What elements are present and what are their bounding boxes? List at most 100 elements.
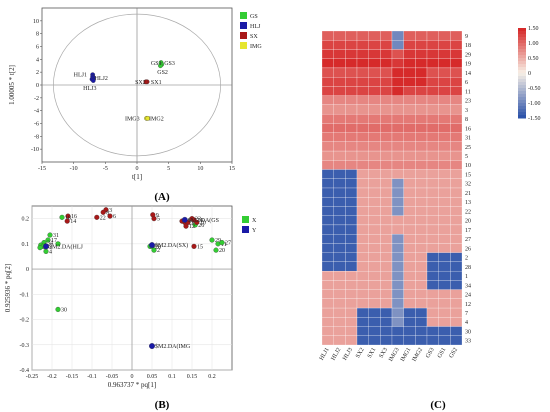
heatmap-cell — [333, 270, 346, 281]
heatmap-cell — [368, 224, 381, 235]
heatmap-cell — [391, 77, 404, 87]
heatmap-cell — [368, 58, 381, 69]
x-tick-label: 0 — [136, 166, 139, 172]
heatmap-cell — [438, 104, 451, 115]
legend-label: SX — [250, 34, 258, 40]
y-tick-label: 2 — [36, 70, 39, 76]
y-tick-label: 6 — [36, 45, 39, 51]
heatmap-cell — [368, 187, 381, 198]
heatmap-cell — [356, 160, 369, 170]
heatmap-cell — [403, 141, 416, 152]
heatmap-cell — [450, 261, 463, 272]
heatmap-cell — [321, 160, 334, 170]
panel-c-heatmap: 9182919146112338163125510153221132220172… — [319, 26, 541, 363]
heatmap-cell — [438, 252, 451, 263]
heatmap-cell — [391, 49, 404, 59]
heatmap-cell — [380, 280, 393, 290]
row-label: 34 — [465, 283, 471, 289]
heatmap-cell — [403, 113, 416, 124]
heatmap-cell — [415, 132, 428, 142]
heatmap-cell — [345, 141, 358, 152]
heatmap-cell — [415, 67, 428, 78]
heatmap-cell — [450, 187, 463, 198]
heatmap-cell — [426, 67, 439, 78]
heatmap-cell — [321, 77, 334, 87]
heatmap-cell — [438, 307, 451, 318]
loading-point — [94, 214, 100, 220]
heatmap-cell — [438, 197, 451, 207]
heatmap-cell — [356, 67, 369, 78]
heatmap-cell — [321, 40, 334, 50]
heatmap-cell — [415, 298, 428, 309]
heatmap-cell — [368, 197, 381, 207]
heatmap-cell — [380, 141, 393, 152]
color-scale-segment — [518, 52, 526, 56]
heatmap-cell — [356, 178, 369, 189]
heatmap-cell — [333, 169, 346, 179]
row-label: 31 — [465, 136, 471, 142]
heatmap-cell — [415, 40, 428, 50]
heatmap-cell — [426, 150, 439, 161]
heatmap-cell — [356, 215, 369, 226]
heatmap-cell — [438, 40, 451, 50]
heatmap-cell — [438, 326, 451, 336]
color-scale-segment — [518, 106, 526, 110]
heatmap-cell — [415, 252, 428, 263]
heatmap-cell — [321, 317, 334, 327]
heatmap-cell — [356, 49, 369, 59]
heatmap-cell — [356, 77, 369, 87]
point-label: 30 — [61, 307, 67, 313]
heatmap-cell — [391, 95, 404, 106]
point-label: 11 — [221, 242, 227, 248]
heatmap-cell — [333, 252, 346, 263]
row-label: 12 — [465, 302, 471, 308]
heatmap-cell — [380, 317, 393, 327]
heatmap-cell — [403, 169, 416, 179]
y-axis-title: 1.00005 * t[2] — [8, 65, 16, 105]
heatmap-cell — [403, 104, 416, 115]
column-label: SX3 — [379, 347, 390, 359]
heatmap-cell — [368, 132, 381, 142]
row-label: 18 — [465, 43, 471, 49]
loading-point — [37, 245, 43, 251]
heatmap-cell — [426, 132, 439, 142]
loading-point — [59, 214, 65, 220]
heatmap-cell — [321, 104, 334, 115]
heatmap-cell — [403, 298, 416, 309]
heatmap-cell — [380, 261, 393, 272]
heatmap-cell — [438, 141, 451, 152]
heatmap-cell — [380, 307, 393, 318]
heatmap-cell — [333, 123, 346, 133]
point-label: 15 — [197, 244, 203, 250]
loading-point — [64, 218, 70, 224]
legend-label: IMG — [250, 44, 262, 50]
heatmap-cell — [321, 86, 334, 96]
heatmap-cell — [391, 132, 404, 142]
heatmap-cell — [333, 40, 346, 50]
heatmap-cell — [426, 95, 439, 106]
color-scale-segment — [518, 64, 526, 68]
heatmap-cell — [438, 206, 451, 216]
heatmap-cell — [438, 243, 451, 253]
heatmap-cell — [403, 86, 416, 96]
heatmap-cell — [450, 58, 463, 69]
heatmap-cell — [345, 335, 358, 346]
loading-point — [43, 248, 49, 254]
heatmap-cell — [403, 289, 416, 299]
color-scale-label: -0.50 — [528, 86, 541, 92]
heatmap-cell — [391, 280, 404, 290]
point-label: $M2.DA(IMG — [155, 343, 191, 350]
heatmap-cell — [333, 234, 346, 244]
heatmap-cell — [391, 243, 404, 253]
heatmap-cell — [403, 30, 416, 41]
color-scale-segment — [518, 37, 526, 41]
x-tick-label: 0.05 — [147, 374, 158, 380]
heatmap-cell — [356, 141, 369, 152]
heatmap-cell — [356, 104, 369, 115]
data-point — [90, 78, 96, 83]
row-label: 5 — [465, 154, 468, 160]
point-label: GS3 — [164, 61, 175, 67]
heatmap-cell — [321, 289, 334, 299]
x-tick-label: 0.1 — [168, 374, 176, 380]
point-label: 20 — [219, 248, 225, 254]
